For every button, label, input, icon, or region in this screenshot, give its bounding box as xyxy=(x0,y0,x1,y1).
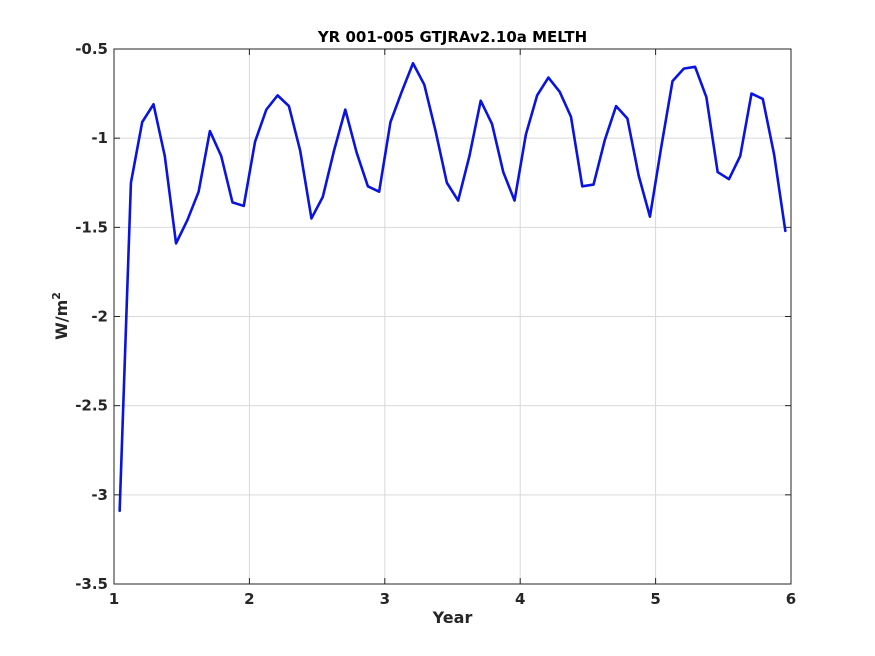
x-tick-label: 3 xyxy=(380,590,390,608)
series-layer xyxy=(118,61,787,513)
x-tick-label: 5 xyxy=(650,590,660,608)
y-tick-label: -1.5 xyxy=(75,218,108,236)
chart-title: YR 001-005 GTJRAv2.10a MELTH xyxy=(317,28,587,46)
x-axis-title: Year xyxy=(432,608,473,627)
series-line xyxy=(118,61,787,513)
grid-lines xyxy=(114,49,791,584)
x-tick-label: 1 xyxy=(109,590,119,608)
y-tick-label: -3.5 xyxy=(75,575,108,593)
y-tick-label: -1 xyxy=(91,129,108,147)
y-axis-title-superscript: 2 xyxy=(50,292,63,300)
y-axis-title-main: W/m xyxy=(52,300,71,340)
y-tick-label: -0.5 xyxy=(75,40,108,58)
y-tick-label: -3 xyxy=(91,486,108,504)
x-tick-label: 6 xyxy=(786,590,796,608)
y-axis-title: W/m2 xyxy=(50,292,71,340)
x-tick-label: 4 xyxy=(515,590,525,608)
ticks: 1 2 3 4 5 6 -3.5 -3 -2.5 -2 -1.5 -1 -0.5 xyxy=(75,40,796,608)
y-tick-label: -2 xyxy=(91,308,108,326)
y-tick-label: -2.5 xyxy=(75,397,108,415)
x-tick-label: 2 xyxy=(244,590,254,608)
